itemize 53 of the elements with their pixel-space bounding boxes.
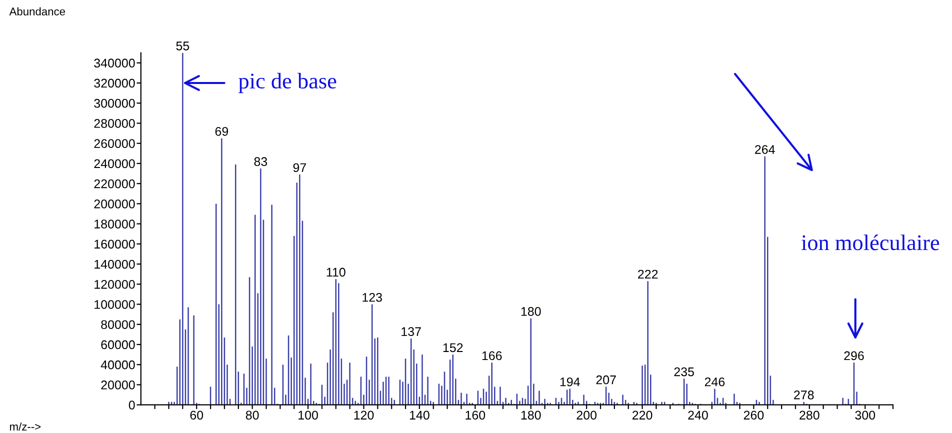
x-axis-title: m/z--> [10,422,41,431]
annotation: 278 [794,390,814,400]
x-tick-label: 220 [632,410,652,420]
y-tick-label: 40000 [100,360,135,370]
x-tick-label: 80 [246,410,259,420]
annotation: 55 [176,42,190,50]
y-tick-label: 120000 [94,280,135,289]
annotation: 246 [704,377,725,386]
annotation: 180 [521,307,541,316]
annotation: 123 [362,292,382,302]
annotation: 235 [674,367,694,376]
y-tick-label: 180000 [94,220,135,228]
x-tick-label: 160 [466,410,486,420]
y-tick-label: 240000 [94,159,135,168]
y-tick-label: 220000 [94,179,135,188]
annotation: 222 [638,270,658,279]
x-tick-label: 100 [298,410,318,420]
annotation: 69 [215,126,228,136]
y-tick-label: 280000 [94,119,135,128]
y-tick-label: 100000 [94,300,135,309]
x-tick-label: 300 [855,410,876,420]
annotation: 207 [596,375,616,384]
annotation: ion moléculaire [801,234,940,250]
annotation: 97 [293,163,306,172]
y-tick-label: 160000 [94,240,135,249]
annotation: pic de base [238,72,336,94]
y-tick-label: 140000 [94,260,135,269]
y-tick-label: 260000 [94,139,135,148]
x-tick-label: 240 [688,410,708,420]
x-tick-label: 120 [354,410,374,420]
y-tick-label: 300000 [94,98,135,108]
x-tick-label: 260 [744,410,764,420]
x-tick-label: 140 [410,410,430,420]
x-tick-label: 60 [190,410,204,420]
y-tick-label: 20000 [101,380,135,390]
annotation: 152 [443,343,463,352]
annotation: 83 [254,157,268,166]
y-axis-title: Abundance [9,7,66,16]
annotation: 264 [755,145,775,154]
y-tick-label: 200000 [94,199,135,208]
x-tick-label: 200 [576,410,597,420]
annotation: 166 [482,351,502,360]
x-tick-label: 180 [521,410,541,420]
y-tick-label: 80000 [101,320,135,330]
y-tick-label: 0 [128,400,135,410]
annotation: 194 [560,377,580,386]
y-tick-label: 320000 [94,78,135,88]
annotation: 110 [326,268,346,277]
y-tick-label: 60000 [101,340,135,350]
y-tick-label: 340000 [94,58,135,68]
x-tick-label: 280 [800,410,820,420]
annotation: 296 [844,351,864,360]
annotation: 137 [402,327,421,336]
